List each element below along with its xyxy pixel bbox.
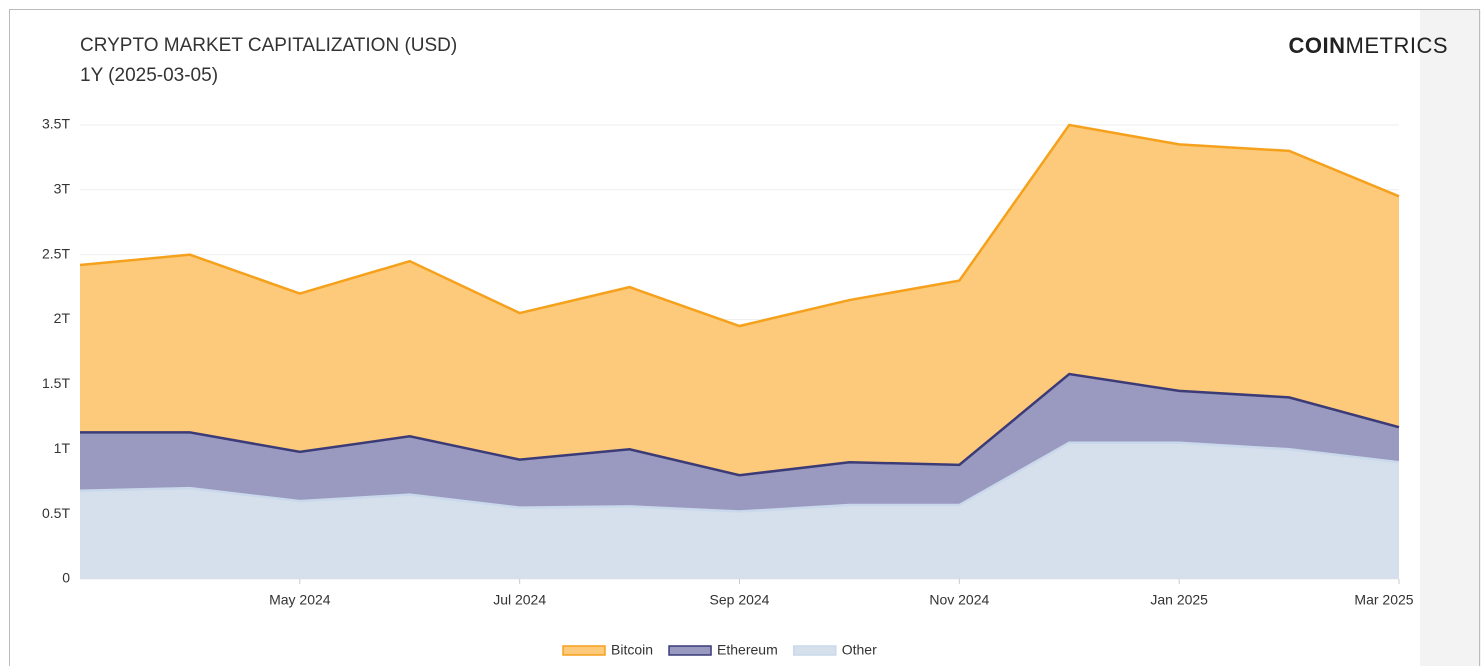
brand-light: METRICS — [1346, 33, 1449, 58]
area — [80, 442, 1399, 579]
legend-label: Bitcoin — [611, 642, 653, 658]
brand: COINMETRICS — [1289, 33, 1449, 58]
area — [80, 124, 1399, 476]
y-tick-label: 1T — [54, 440, 71, 456]
x-tick-label: Mar 2025 — [1354, 592, 1413, 608]
legend-swatch — [668, 645, 712, 656]
area-edge — [80, 372, 1400, 477]
area-edge — [79, 441, 1400, 513]
y-tick-label: 2.5T — [42, 245, 70, 261]
y-tick-label: 2T — [54, 310, 71, 326]
legend-label: Other — [842, 642, 877, 658]
chart-subtitle: 1Y (2025-03-05) — [80, 65, 218, 86]
x-tick-label: May 2024 — [269, 592, 331, 608]
legend-swatch — [792, 645, 837, 656]
x-tick-label: Jan 2025 — [1150, 592, 1208, 608]
y-tick-label: 0 — [62, 570, 70, 586]
y-tick-label: 3.5T — [42, 116, 70, 132]
frame — [9, 9, 1480, 666]
side-panel — [1420, 10, 1481, 666]
x-tick-label: Jul 2024 — [493, 592, 546, 608]
legend-swatch — [562, 645, 606, 656]
legend-label: Ethereum — [717, 642, 778, 658]
x-tick-label: Sep 2024 — [710, 592, 770, 608]
x-tick-label: Nov 2024 — [929, 592, 989, 608]
area-edge — [79, 123, 1400, 328]
y-tick-label: 3T — [54, 181, 71, 197]
area — [80, 374, 1399, 512]
y-tick-label: 1.5T — [42, 375, 70, 391]
chart-title: CRYPTO MARKET CAPITALIZATION (USD) — [80, 35, 457, 56]
brand-bold: COIN — [1289, 33, 1346, 58]
y-tick-label: 0.5T — [42, 505, 70, 521]
